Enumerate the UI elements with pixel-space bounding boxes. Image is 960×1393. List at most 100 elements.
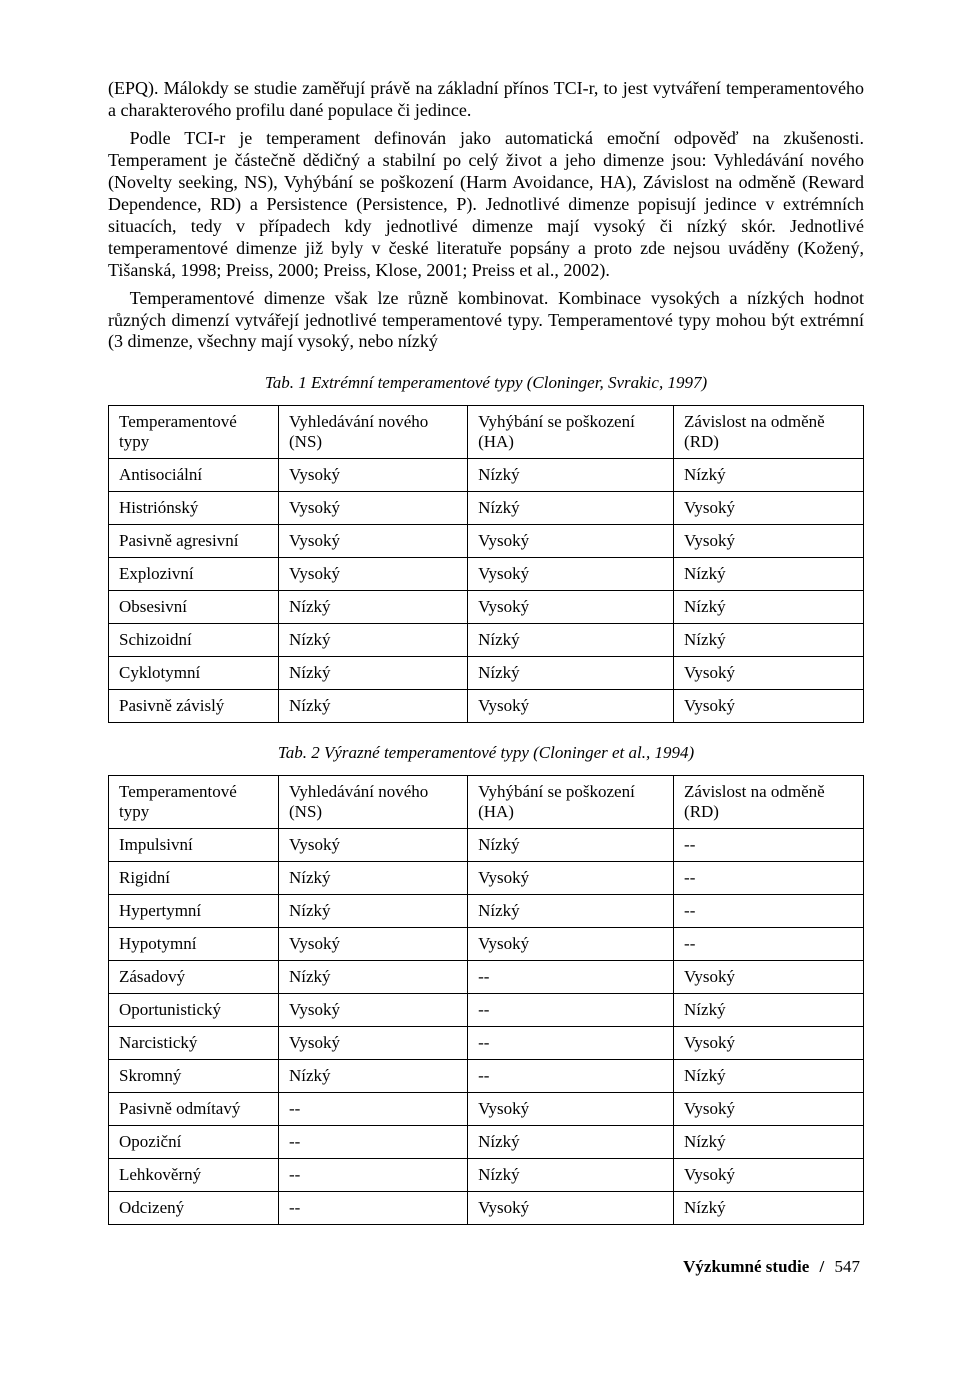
table-cell: Pasivně odmítavý xyxy=(109,1093,279,1126)
table-cell: Vysoký xyxy=(279,525,468,558)
table-cell: Lehkověrný xyxy=(109,1159,279,1192)
table-cell: Obsesivní xyxy=(109,591,279,624)
table-cell: Cyklotymní xyxy=(109,657,279,690)
table-cell: Vysoký xyxy=(674,1093,864,1126)
table-cell: Vysoký xyxy=(279,829,468,862)
table-cell: Impulsivní xyxy=(109,829,279,862)
table-row: Histriónský Vysoký Nízký Vysoký xyxy=(109,492,864,525)
table-cell: -- xyxy=(279,1159,468,1192)
table-cell: -- xyxy=(468,961,674,994)
table-header-cell: Závislost na odměně (RD) xyxy=(674,406,864,459)
table-row: Pasivně agresivní Vysoký Vysoký Vysoký xyxy=(109,525,864,558)
table-cell: Nízký xyxy=(468,624,674,657)
table-cell: Skromný xyxy=(109,1060,279,1093)
table-cell: Vysoký xyxy=(279,558,468,591)
table-cell: Odcizený xyxy=(109,1192,279,1225)
table-row: Skromný Nízký -- Nízký xyxy=(109,1060,864,1093)
table-cell: Vysoký xyxy=(468,1093,674,1126)
table-row: Rigidní Nízký Vysoký -- xyxy=(109,862,864,895)
table-row: Hypertymní Nízký Nízký -- xyxy=(109,895,864,928)
table-cell: Vysoký xyxy=(468,558,674,591)
table-row: Lehkověrný -- Nízký Vysoký xyxy=(109,1159,864,1192)
table-cell: Nízký xyxy=(279,657,468,690)
table-cell: Vysoký xyxy=(468,591,674,624)
table-cell: -- xyxy=(674,928,864,961)
table-cell: Vysoký xyxy=(674,657,864,690)
table-cell: Vysoký xyxy=(279,459,468,492)
table-cell: Histriónský xyxy=(109,492,279,525)
table-cell: Nízký xyxy=(468,895,674,928)
table-cell: Nízký xyxy=(279,961,468,994)
body-paragraph-text: Temperamentové dimenze však lze různě ko… xyxy=(108,288,864,352)
table-row: Impulsivní Vysoký Nízký -- xyxy=(109,829,864,862)
table-header-cell: Temperamentové typy xyxy=(109,406,279,459)
table-row: Pasivně závislý Nízký Vysoký Vysoký xyxy=(109,690,864,723)
table-cell: Hypotymní xyxy=(109,928,279,961)
table-row: Schizoidní Nízký Nízký Nízký xyxy=(109,624,864,657)
table-row: Oportunistický Vysoký -- Nízký xyxy=(109,994,864,1027)
table-row: Cyklotymní Nízký Nízký Vysoký xyxy=(109,657,864,690)
body-paragraph: Podle TCI-r je temperament definován jak… xyxy=(108,128,864,282)
table-header-cell: Vyhledávání nového (NS) xyxy=(279,776,468,829)
table-header-cell: Vyhýbání se poškození (HA) xyxy=(468,406,674,459)
table-cell: -- xyxy=(674,895,864,928)
table-cell: Schizoidní xyxy=(109,624,279,657)
table-cell: -- xyxy=(468,1060,674,1093)
table-cell: Narcistický xyxy=(109,1027,279,1060)
table-cell: -- xyxy=(279,1093,468,1126)
table-cell: Nízký xyxy=(279,895,468,928)
table-cell: -- xyxy=(468,994,674,1027)
table-row: Odcizený -- Vysoký Nízký xyxy=(109,1192,864,1225)
table-cell: Pasivně závislý xyxy=(109,690,279,723)
table-cell: -- xyxy=(674,862,864,895)
table-cell: Nízký xyxy=(468,657,674,690)
table1: Temperamentové typy Vyhledávání nového (… xyxy=(108,405,864,723)
table-cell: Zásadový xyxy=(109,961,279,994)
table-cell: Vysoký xyxy=(674,1159,864,1192)
table-cell: Antisociální xyxy=(109,459,279,492)
footer-page-number: 547 xyxy=(835,1257,861,1276)
table-header-cell: Vyhledávání nového (NS) xyxy=(279,406,468,459)
table-cell: Explozivní xyxy=(109,558,279,591)
table-cell: Hypertymní xyxy=(109,895,279,928)
table-cell: Vysoký xyxy=(468,928,674,961)
table-cell: Vysoký xyxy=(279,1027,468,1060)
page-footer: Výzkumné studie / 547 xyxy=(108,1257,864,1277)
table-cell: Vysoký xyxy=(279,994,468,1027)
table-row: Opoziční -- Nízký Nízký xyxy=(109,1126,864,1159)
table-cell: Vysoký xyxy=(468,525,674,558)
table-cell: Nízký xyxy=(674,591,864,624)
table-row: Hypotymní Vysoký Vysoký -- xyxy=(109,928,864,961)
table-row: Obsesivní Nízký Vysoký Nízký xyxy=(109,591,864,624)
table-cell: Nízký xyxy=(674,1060,864,1093)
table2-caption: Tab. 2 Výrazné temperamentové typy (Clon… xyxy=(108,743,864,763)
table-cell: Nízký xyxy=(468,459,674,492)
table-cell: Nízký xyxy=(674,994,864,1027)
footer-separator: / xyxy=(820,1257,825,1276)
table-cell: Nízký xyxy=(279,624,468,657)
footer-section: Výzkumné studie xyxy=(683,1257,809,1276)
table-cell: Nízký xyxy=(468,1126,674,1159)
table-cell: Nízký xyxy=(674,624,864,657)
table-cell: Nízký xyxy=(674,459,864,492)
table-cell: Vysoký xyxy=(674,525,864,558)
table-cell: Nízký xyxy=(279,862,468,895)
body-paragraph: (EPQ). Málokdy se studie zaměřují právě … xyxy=(108,78,864,122)
table-cell: Vysoký xyxy=(468,690,674,723)
table-header-row: Temperamentové typy Vyhledávání nového (… xyxy=(109,776,864,829)
table-cell: Oportunistický xyxy=(109,994,279,1027)
table-row: Explozivní Vysoký Vysoký Nízký xyxy=(109,558,864,591)
body-paragraph-text: Podle TCI-r je temperament definován jak… xyxy=(108,128,864,280)
table-cell: Vysoký xyxy=(279,492,468,525)
table-cell: Vysoký xyxy=(674,961,864,994)
table-cell: Nízký xyxy=(674,1192,864,1225)
table-cell: Nízký xyxy=(674,558,864,591)
table-cell: Rigidní xyxy=(109,862,279,895)
table-cell: -- xyxy=(674,829,864,862)
table-cell: Nízký xyxy=(468,829,674,862)
table-row: Pasivně odmítavý -- Vysoký Vysoký xyxy=(109,1093,864,1126)
table-cell: Vysoký xyxy=(674,1027,864,1060)
table2: Temperamentové typy Vyhledávání nového (… xyxy=(108,775,864,1225)
table-cell: Vysoký xyxy=(468,862,674,895)
table-cell: Nízký xyxy=(674,1126,864,1159)
